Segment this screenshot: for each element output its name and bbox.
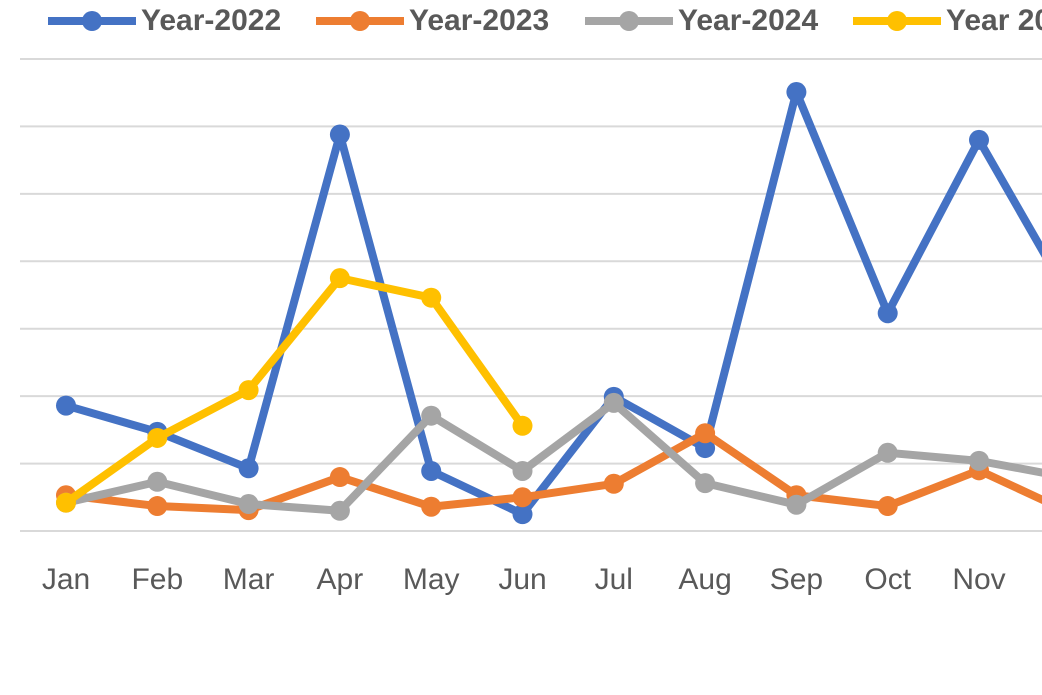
point <box>147 427 168 448</box>
point <box>238 380 259 401</box>
point <box>786 82 807 103</box>
point <box>695 473 716 494</box>
point <box>695 438 716 459</box>
point <box>329 124 350 145</box>
series-line <box>65 429 1042 515</box>
legend-marker <box>350 11 370 31</box>
legend-label: Year-2024 <box>678 4 818 37</box>
x-tick-label: Feb <box>131 563 183 596</box>
point <box>603 392 624 413</box>
x-tick-label: Jun <box>498 563 546 596</box>
legend-marker <box>82 11 102 31</box>
point <box>695 423 716 444</box>
point <box>329 268 350 289</box>
point <box>512 415 533 436</box>
point <box>421 405 442 426</box>
point <box>877 496 898 517</box>
legend-label: Year-2023 <box>409 4 549 37</box>
point <box>56 395 76 416</box>
x-tick-label: May <box>403 563 460 596</box>
point <box>512 460 533 481</box>
point <box>421 496 442 517</box>
point <box>421 460 442 481</box>
point <box>329 500 350 521</box>
x-tick-label: Apr <box>317 563 364 596</box>
point <box>877 303 898 324</box>
x-tick-label: Jul <box>595 563 633 596</box>
point <box>238 458 259 479</box>
x-tick-label: Nov <box>952 563 1005 596</box>
series-line <box>63 274 526 506</box>
point <box>56 492 76 513</box>
point <box>147 496 168 517</box>
point <box>786 494 807 515</box>
legend-label: Year-2022 <box>141 4 281 37</box>
series-line <box>65 398 1042 515</box>
point <box>603 473 624 494</box>
x-tick-label: Oct <box>864 563 911 596</box>
point <box>238 494 259 515</box>
point <box>969 129 989 150</box>
series-line <box>64 88 1042 519</box>
x-tick-label: Jan <box>42 563 90 596</box>
point <box>329 467 350 488</box>
legend-label: Year 2025 <box>946 4 1042 37</box>
x-tick-label: Aug <box>678 563 731 596</box>
point <box>877 442 898 463</box>
x-tick-label: Sep <box>770 563 823 596</box>
point <box>147 471 168 492</box>
point <box>512 504 533 525</box>
legend-marker <box>887 11 907 31</box>
point <box>421 287 442 308</box>
legend-marker <box>619 11 639 31</box>
point <box>512 487 533 508</box>
point <box>969 450 989 471</box>
x-tick-label: Mar <box>223 563 275 596</box>
